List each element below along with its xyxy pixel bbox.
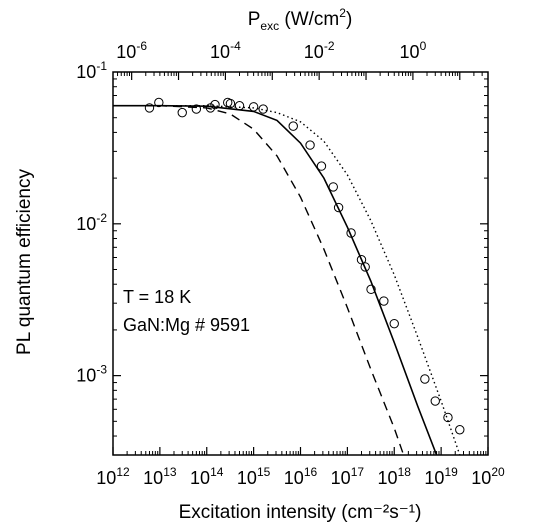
top-axis-title: Pexc (W/cm2): [248, 6, 353, 33]
data-point: [316, 161, 327, 171]
top-axis-title-unit: (W/cm: [279, 9, 339, 30]
data-point: [225, 98, 236, 109]
data-point: [356, 255, 367, 265]
x2-tick-label: 10-2: [304, 39, 335, 62]
x2-tick-label: 10-6: [116, 39, 147, 62]
fit-curve-dashed: [113, 105, 405, 455]
data-point: [430, 396, 440, 406]
x2-tick-label: 10-4: [210, 39, 241, 62]
x-tick-label: 1013: [143, 465, 177, 488]
y-tick-label: 10-3: [76, 363, 107, 386]
data-point: [443, 412, 453, 423]
y-tick-label: 10-2: [76, 211, 107, 234]
data-point: [455, 425, 465, 435]
label-layer: 1012 1013 1014 1015 1016 1017 1018 1019 1020 10-6…: [76, 39, 505, 488]
plot-frame: [112, 71, 489, 456]
data-point: [389, 318, 399, 329]
x-tick-label: 1016: [284, 465, 318, 488]
top-axis-title-unit-end: ): [346, 9, 352, 30]
data-point: [177, 107, 187, 118]
x-tick-label: 1020: [471, 465, 505, 488]
data-point: [366, 284, 376, 295]
data-point: [328, 182, 338, 192]
x2-tick-label: 100: [400, 39, 427, 62]
x-tick-label: 1012: [96, 465, 130, 488]
top-axis-title-sub: exc: [260, 19, 279, 33]
top-axis-title-main: P: [248, 9, 261, 30]
fit-curve-solid: [113, 104, 438, 455]
data-point: [234, 100, 245, 111]
tick-layer: [112, 72, 489, 456]
annotation-temperature: T = 18 K: [123, 287, 191, 307]
data-point: [379, 296, 389, 306]
data-point: [248, 102, 259, 112]
x-tick-label: 1018: [378, 465, 412, 488]
data-point: [191, 104, 202, 114]
data-point: [333, 202, 344, 213]
data-point: [210, 99, 220, 110]
data-point: [288, 121, 298, 131]
fit-curve-dotted: [113, 105, 461, 455]
x-tick-label: 1014: [190, 465, 224, 488]
y-tick-label: 10-1: [76, 59, 107, 82]
data-point: [154, 97, 164, 108]
x-axis-title: Excitation intensity (cm⁻²s⁻¹): [179, 502, 422, 523]
x-tick-label: 1019: [424, 465, 458, 488]
top-axis-title-unit-sup: 2: [339, 6, 346, 20]
x-tick-label: 1017: [331, 465, 365, 488]
x-tick-label: 1015: [237, 465, 271, 488]
data-point: [144, 103, 155, 113]
data-point: [305, 140, 315, 150]
data-point: [360, 262, 370, 272]
data-point: [420, 374, 430, 384]
y-axis-title: PL quantum efficiency: [14, 169, 35, 355]
data-point: [258, 104, 268, 114]
annotation-sample: GaN:Mg # 9591: [123, 315, 250, 335]
series-layer: [113, 97, 465, 455]
